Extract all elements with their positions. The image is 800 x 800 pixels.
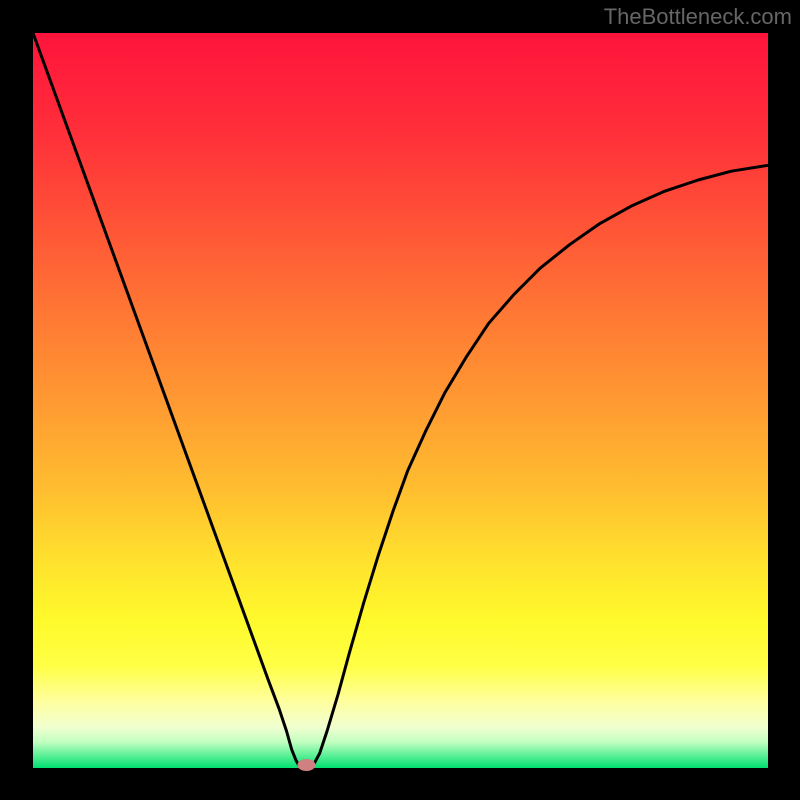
chart-svg: [0, 0, 800, 800]
chart-plot-area: [33, 33, 768, 768]
chart-minimum-marker: [297, 759, 315, 771]
bottleneck-chart: TheBottleneck.com: [0, 0, 800, 800]
watermark-text: TheBottleneck.com: [604, 4, 792, 30]
